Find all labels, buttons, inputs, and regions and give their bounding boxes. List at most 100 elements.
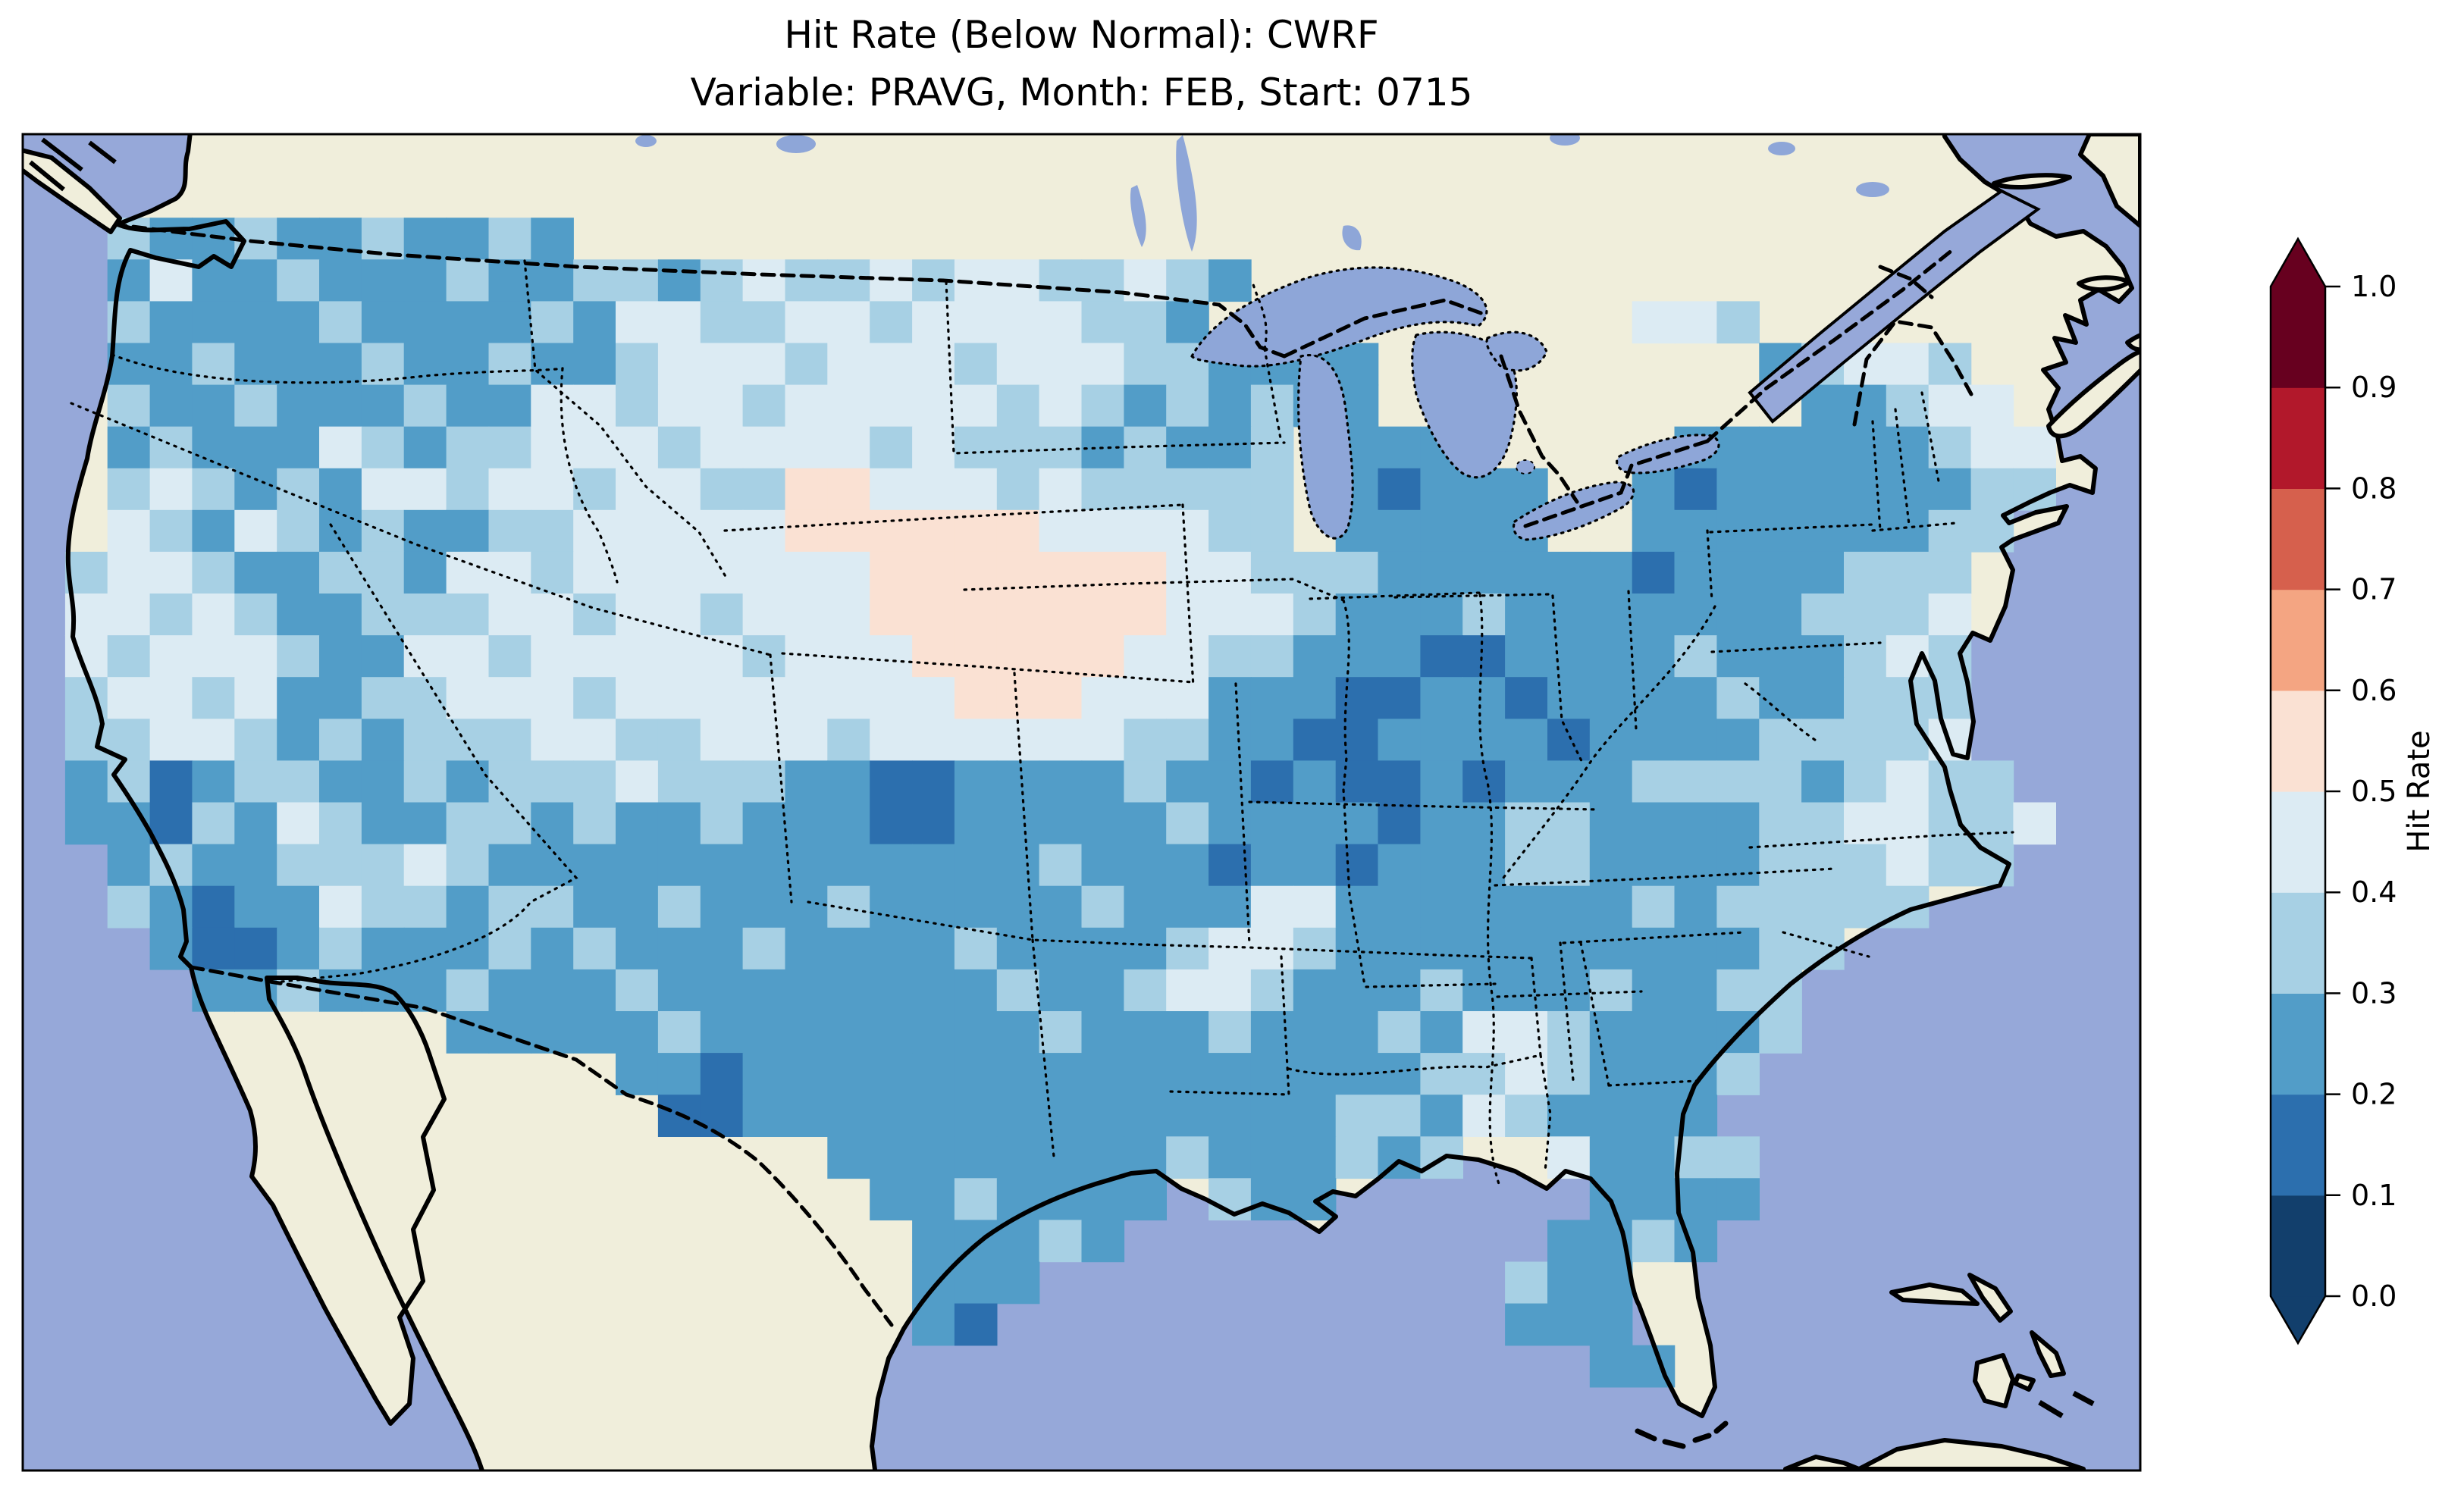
grid-cell	[657, 969, 701, 1012]
grid-cell	[446, 426, 490, 469]
grid-cell	[996, 1095, 1040, 1137]
grid-cell	[149, 760, 193, 803]
grid-cell	[742, 594, 786, 636]
grid-cell	[488, 218, 532, 260]
grid-cell	[1378, 509, 1422, 553]
grid-cell	[1420, 844, 1463, 887]
grid-cell	[954, 969, 998, 1012]
grid-cell	[403, 677, 447, 719]
grid-cell	[870, 844, 913, 887]
grid-cell	[1293, 594, 1337, 636]
grid-cell	[954, 509, 998, 553]
grid-cell	[1632, 1095, 1676, 1137]
grid-cell	[954, 844, 998, 887]
grid-cell	[192, 844, 235, 887]
grid-cell	[954, 927, 998, 970]
grid-cell	[1250, 509, 1294, 553]
grid-cell	[192, 468, 235, 511]
grid-cell	[1928, 844, 1972, 887]
grid-cell	[192, 719, 235, 762]
grid-cell	[1208, 426, 1252, 469]
grid-cell	[1166, 844, 1209, 887]
grid-cell	[1716, 885, 1760, 929]
grid-cell	[488, 551, 532, 594]
grid-cell	[996, 719, 1040, 762]
grid-cell	[1462, 677, 1506, 719]
grid-cell	[1039, 426, 1083, 469]
grid-cell	[319, 343, 362, 386]
grid-cell	[1589, 1011, 1633, 1054]
grid-cell	[446, 760, 490, 803]
grid-cell	[785, 927, 829, 970]
grid-cell	[1208, 551, 1252, 594]
grid-cell	[785, 343, 829, 386]
grid-cell	[149, 551, 193, 594]
grid-cell	[1208, 677, 1252, 719]
grid-cell	[700, 1053, 744, 1095]
grid-cell	[1844, 719, 1887, 762]
grid-cell	[446, 719, 490, 762]
grid-cell	[700, 343, 744, 386]
grid-cell	[403, 468, 447, 511]
grid-cell	[1759, 551, 1802, 594]
grid-cell	[361, 259, 405, 302]
grid-cell	[700, 760, 744, 803]
grid-cell	[700, 1011, 744, 1054]
grid-cell	[742, 802, 786, 845]
grid-cell	[700, 719, 744, 762]
grid-cell	[1970, 384, 2014, 428]
grid-cell	[1081, 844, 1125, 887]
grid-cell	[361, 635, 405, 678]
grid-cell	[234, 635, 277, 678]
grid-cell	[1378, 594, 1422, 636]
grid-cell	[1886, 384, 1930, 428]
grid-cell	[1166, 1095, 1209, 1137]
grid-cell	[488, 468, 532, 511]
grid-cell	[616, 802, 659, 845]
grid-cell	[1928, 509, 1972, 553]
grid-cell	[446, 635, 490, 678]
grid-cell	[870, 1053, 913, 1095]
grid-cell	[912, 1220, 955, 1263]
grid-cell	[1547, 1261, 1591, 1305]
grid-cell	[1335, 719, 1379, 762]
grid-cell	[1589, 594, 1633, 636]
grid-cell	[1039, 1011, 1083, 1054]
colorbar-segment	[2271, 892, 2325, 994]
grid-cell	[616, 343, 659, 386]
grid-cell	[1716, 719, 1760, 762]
grid-cell	[700, 677, 744, 719]
grid-cell	[1632, 635, 1676, 678]
grid-cell	[954, 1095, 998, 1137]
cuba	[1857, 1438, 2086, 1471]
grid-cell	[1250, 844, 1294, 887]
grid-cell	[1420, 719, 1463, 762]
grid-cell	[1716, 760, 1760, 803]
grid-cell	[1928, 343, 1972, 386]
grid-cell	[1716, 844, 1760, 887]
grid-cell	[531, 802, 574, 845]
grid-cell	[1589, 677, 1633, 719]
grid-cell	[1505, 1011, 1548, 1054]
grid-cell	[277, 343, 320, 386]
grid-cell	[827, 594, 870, 636]
grid-cell	[1124, 677, 1167, 719]
grid-cell	[657, 677, 701, 719]
grid-cell	[1378, 635, 1422, 678]
grid-cell	[1462, 509, 1506, 553]
grid-cell	[234, 844, 277, 887]
grid-cell	[1166, 1136, 1209, 1179]
grid-cell	[1250, 1136, 1294, 1179]
grid-cell	[1124, 802, 1167, 845]
grid-cell	[870, 635, 913, 678]
grid-cell	[1378, 426, 1422, 469]
grid-cell	[1759, 885, 1802, 929]
grid-cell	[1081, 719, 1125, 762]
grid-cell	[1928, 384, 1972, 428]
grid-cell	[996, 1011, 1040, 1054]
grid-cell	[192, 594, 235, 636]
grid-cell	[403, 760, 447, 803]
grid-cell	[1039, 1220, 1083, 1263]
grid-cell	[277, 468, 320, 511]
grid-cell	[488, 509, 532, 553]
